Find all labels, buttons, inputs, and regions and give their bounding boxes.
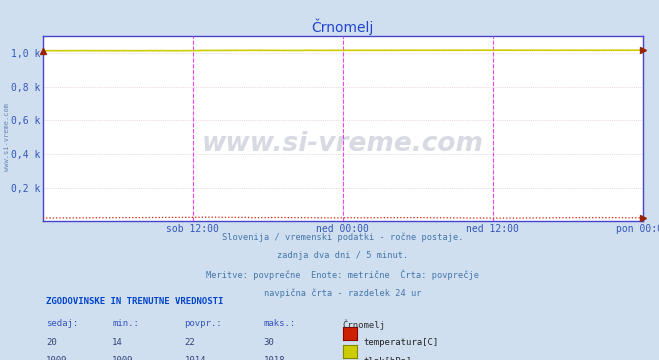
- Text: www.si-vreme.com: www.si-vreme.com: [202, 131, 484, 157]
- Text: sedaj:: sedaj:: [46, 319, 78, 328]
- Text: 1009: 1009: [112, 356, 134, 360]
- Text: 1018: 1018: [264, 356, 285, 360]
- Text: min.:: min.:: [112, 319, 139, 328]
- Text: navpična črta - razdelek 24 ur: navpična črta - razdelek 24 ur: [264, 288, 421, 298]
- Text: 1014: 1014: [185, 356, 206, 360]
- Text: ZGODOVINSKE IN TRENUTNE VREDNOSTI: ZGODOVINSKE IN TRENUTNE VREDNOSTI: [46, 297, 223, 306]
- Text: tlak[hPa]: tlak[hPa]: [364, 356, 412, 360]
- Text: temperatura[C]: temperatura[C]: [364, 338, 439, 347]
- Text: maks.:: maks.:: [264, 319, 296, 328]
- Text: 1009: 1009: [46, 356, 68, 360]
- Text: 20: 20: [46, 338, 57, 347]
- Text: www.si-vreme.com: www.si-vreme.com: [3, 103, 10, 171]
- Text: Meritve: povprečne  Enote: metrične  Črta: povprečje: Meritve: povprečne Enote: metrične Črta:…: [206, 270, 479, 280]
- Text: zadnja dva dni / 5 minut.: zadnja dva dni / 5 minut.: [277, 251, 409, 260]
- Text: Slovenija / vremenski podatki - ročne postaje.: Slovenija / vremenski podatki - ročne po…: [222, 232, 463, 242]
- Text: Črnomelj: Črnomelj: [343, 319, 386, 330]
- Text: povpr.:: povpr.:: [185, 319, 222, 328]
- Title: Črnomelj: Črnomelj: [312, 18, 374, 35]
- Text: 22: 22: [185, 338, 195, 347]
- Text: 30: 30: [264, 338, 274, 347]
- Text: 14: 14: [112, 338, 123, 347]
